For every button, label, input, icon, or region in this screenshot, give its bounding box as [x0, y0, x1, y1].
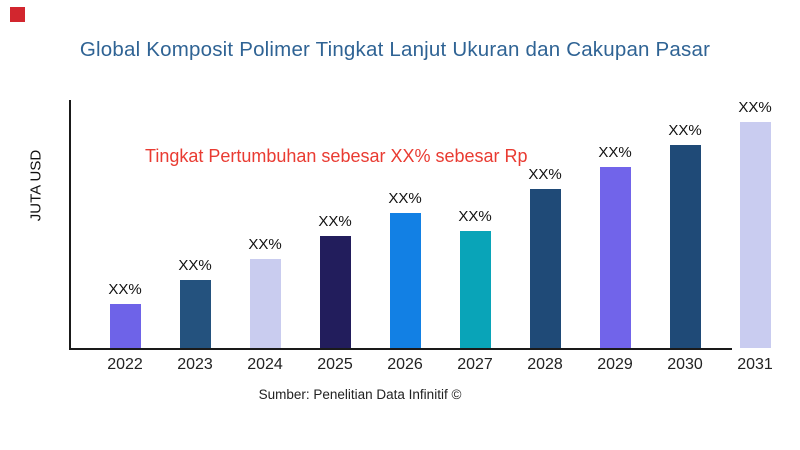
- y-axis-label: JUTA USD: [27, 149, 45, 222]
- bar-2030: [669, 145, 701, 348]
- bar-value-label-2025: XX%: [318, 213, 352, 230]
- bar-2031: [739, 122, 771, 348]
- x-tick-label-2024: 2024: [247, 356, 283, 373]
- x-tick-label-2025: 2025: [317, 356, 353, 373]
- bar-value-label-2027: XX%: [458, 208, 492, 225]
- bar-2026: [389, 213, 421, 348]
- bar-value-label-2023: XX%: [178, 257, 212, 274]
- bar-value-label-2029: XX%: [598, 144, 632, 161]
- x-tick-label-2027: 2027: [457, 356, 493, 373]
- source-caption: Sumber: Penelitian Data Infinitif ©: [258, 387, 462, 402]
- x-tick-label-2023: 2023: [177, 356, 213, 373]
- bar-2022: [109, 304, 141, 348]
- bar-value-label-2030: XX%: [668, 122, 702, 139]
- bar-value-label-2031: XX%: [738, 99, 772, 116]
- bar-2028: [529, 189, 561, 348]
- bar-value-label-2024: XX%: [248, 236, 282, 253]
- brand-logo-square-icon: [10, 7, 25, 22]
- x-tick-label-2022: 2022: [107, 356, 143, 373]
- x-tick-label-2030: 2030: [667, 356, 703, 373]
- x-tick-label-2028: 2028: [527, 356, 563, 373]
- bar-value-label-2022: XX%: [108, 281, 142, 298]
- bar-2029: [599, 167, 631, 348]
- x-tick-label-2029: 2029: [597, 356, 633, 373]
- bar-value-label-2028: XX%: [528, 166, 562, 183]
- growth-rate-annotation: Tingkat Pertumbuhan sebesar XX% sebesar …: [145, 146, 528, 166]
- x-tick-label-2031: 2031: [737, 356, 773, 373]
- x-axis-line: [69, 348, 732, 350]
- chart-title: Global Komposit Polimer Tingkat Lanjut U…: [79, 38, 711, 61]
- x-tick-label-2026: 2026: [387, 356, 423, 373]
- bar-value-label-2026: XX%: [388, 190, 422, 207]
- bar-2025: [319, 236, 351, 348]
- bar-2023: [179, 280, 211, 348]
- bar-2024: [249, 259, 281, 348]
- bar-2027: [459, 231, 491, 348]
- y-axis-line: [69, 100, 71, 350]
